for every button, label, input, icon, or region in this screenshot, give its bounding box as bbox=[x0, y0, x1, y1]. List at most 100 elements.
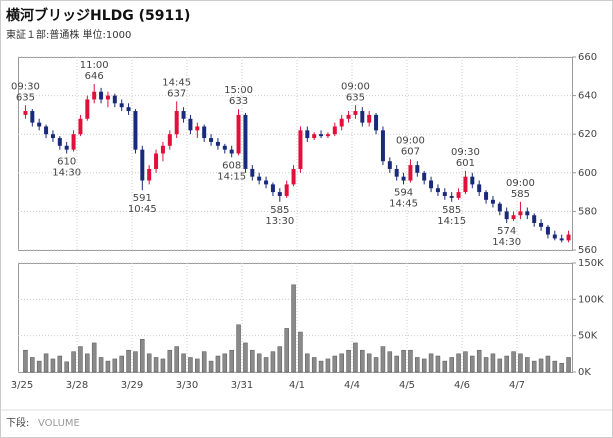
x-tick-label: 3/25 bbox=[11, 380, 33, 391]
candle-body bbox=[332, 126, 337, 135]
volume-bar bbox=[559, 363, 564, 373]
volume-bar bbox=[298, 331, 303, 373]
candle-body bbox=[325, 134, 330, 137]
volume-bar bbox=[229, 349, 234, 373]
candle-body bbox=[174, 111, 179, 135]
volume-bar bbox=[43, 353, 49, 373]
candle-body bbox=[133, 111, 138, 150]
volume-bar bbox=[181, 353, 186, 373]
candle-body bbox=[30, 111, 35, 123]
candle-body bbox=[360, 111, 365, 123]
volume-bar bbox=[188, 357, 193, 373]
volume-bar bbox=[332, 355, 338, 373]
y-tick-label: 0K bbox=[578, 367, 591, 378]
candle-body bbox=[99, 91, 104, 100]
volume-bar bbox=[215, 355, 221, 373]
candle-body bbox=[532, 215, 537, 223]
y-tick-label: 600 bbox=[578, 168, 597, 179]
candle-body bbox=[71, 134, 76, 150]
note-time: 09:30 bbox=[11, 81, 40, 92]
volume-bar bbox=[435, 355, 441, 373]
volume-bar bbox=[305, 353, 310, 373]
volume-bar bbox=[497, 358, 503, 373]
candle-body bbox=[257, 176, 262, 181]
candle-body bbox=[539, 222, 544, 227]
volume-bar bbox=[277, 346, 283, 373]
candle-body bbox=[339, 118, 344, 127]
volume-bar bbox=[50, 358, 56, 373]
candle-body bbox=[470, 176, 475, 185]
candle-body bbox=[78, 118, 83, 135]
candle-body bbox=[305, 130, 310, 139]
volume-bar bbox=[538, 358, 544, 373]
note-value: 610 bbox=[57, 157, 76, 168]
volume-bar bbox=[243, 342, 248, 373]
volume-bar bbox=[415, 357, 420, 373]
volume-bar bbox=[394, 355, 399, 373]
candle-body bbox=[105, 95, 110, 100]
candle-body bbox=[236, 114, 241, 154]
candle-body bbox=[44, 126, 49, 135]
note-time: 09:00 bbox=[396, 135, 425, 146]
candle-body bbox=[195, 126, 200, 131]
candle-body bbox=[484, 192, 489, 200]
note-time: 09:00 bbox=[506, 178, 535, 189]
volume-bar bbox=[195, 358, 200, 373]
note-value: 633 bbox=[229, 96, 248, 107]
candle-body bbox=[264, 180, 269, 185]
candle-body bbox=[497, 203, 502, 212]
candle-body bbox=[518, 211, 523, 216]
volume-bar bbox=[167, 349, 173, 373]
candle-body bbox=[57, 138, 62, 146]
volume-bar bbox=[201, 351, 207, 373]
x-tick-label: 4/6 bbox=[454, 380, 470, 391]
volume-bar bbox=[456, 353, 461, 373]
volume-bar bbox=[23, 349, 28, 373]
volume-bar bbox=[263, 357, 269, 373]
x-tick-label: 3/29 bbox=[121, 380, 143, 391]
candle-body bbox=[552, 234, 557, 239]
y-tick-label: 660 bbox=[578, 52, 597, 63]
candle-body bbox=[188, 118, 193, 131]
volume-bar bbox=[380, 346, 386, 373]
note-time: 13:30 bbox=[265, 216, 294, 227]
y-tick-label: 100K bbox=[578, 294, 604, 305]
candle-body bbox=[387, 161, 392, 169]
note-value: 635 bbox=[16, 92, 35, 103]
volume-bar bbox=[360, 349, 365, 373]
candle-body bbox=[119, 103, 124, 108]
volume-bar bbox=[160, 358, 166, 373]
candle-body bbox=[209, 138, 214, 142]
candle-body bbox=[215, 141, 220, 146]
note-time: 14:45 bbox=[389, 198, 418, 209]
y-tick-label: 620 bbox=[578, 129, 597, 140]
volume-bar bbox=[91, 342, 97, 373]
volume-bar bbox=[140, 339, 145, 373]
volume-bar bbox=[442, 360, 448, 373]
volume-bar bbox=[64, 361, 69, 373]
candle-body bbox=[380, 130, 385, 162]
note-time: 14:30 bbox=[52, 168, 81, 179]
footer-label: 下段: bbox=[6, 416, 29, 429]
note-time: 14:15 bbox=[217, 171, 246, 182]
volume-bar bbox=[256, 353, 262, 373]
candle-body bbox=[50, 134, 55, 139]
candle-body bbox=[154, 153, 159, 169]
volume-bar bbox=[476, 349, 482, 373]
candle-body bbox=[140, 149, 145, 181]
volume-bar bbox=[373, 357, 379, 373]
candle-body bbox=[64, 145, 69, 150]
candle-body bbox=[147, 168, 152, 181]
note-value: 607 bbox=[401, 146, 420, 157]
candle-body bbox=[277, 192, 282, 196]
candle-body bbox=[442, 192, 447, 196]
candle-body bbox=[401, 176, 406, 181]
candle-body bbox=[435, 188, 440, 193]
chart-subtitle: 東証１部:普通株 単位:1000 bbox=[6, 28, 131, 41]
note-value: 646 bbox=[85, 71, 104, 82]
note-time: 10:45 bbox=[128, 204, 157, 215]
candle-body bbox=[449, 195, 454, 198]
volume-bar bbox=[133, 351, 138, 373]
volume-bar bbox=[105, 360, 111, 373]
